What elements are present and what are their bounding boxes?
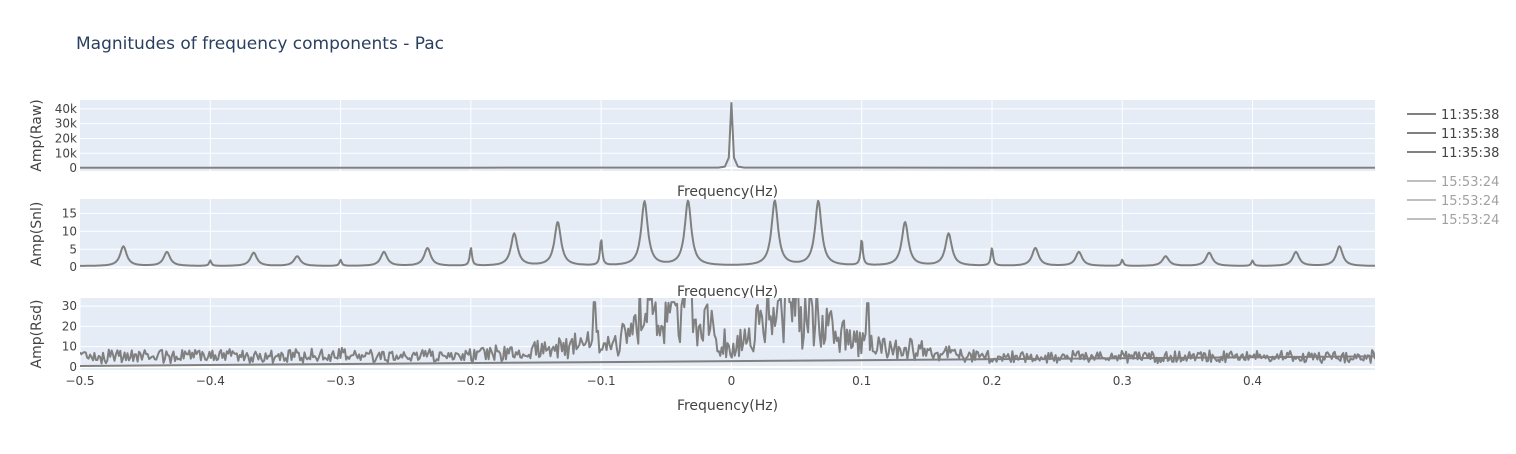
y-tick-label: 15	[62, 206, 77, 220]
y-axis-label: Amp(Raw)	[29, 99, 45, 171]
y-tick-label: 20	[62, 319, 77, 333]
legend-item[interactable]: 11:35:38	[1407, 108, 1499, 123]
series-line	[80, 199, 1375, 267]
subplot-snl: 0 5 10 15 Amp(Snl) Frequency(Hz)	[29, 199, 1375, 300]
y-axis-label: Amp(Snl)	[29, 202, 45, 267]
y-tick-label: 10k	[55, 146, 77, 160]
y-tick-label: 0	[69, 360, 77, 374]
y-tick-label: 40k	[55, 102, 77, 116]
x-tick-label: −0.5	[65, 374, 94, 388]
y-tick-label: 20k	[55, 131, 77, 145]
legend-item[interactable]: 15:53:24	[1407, 213, 1499, 228]
y-axis-label: Amp(Rsd)	[29, 300, 45, 369]
plot-area	[80, 199, 1375, 269]
x-tick-label: −0.4	[196, 374, 225, 388]
legend-item[interactable]: 15:53:24	[1407, 194, 1499, 209]
x-tick-label: 0.1	[852, 374, 871, 388]
x-tick-label: −0.3	[326, 374, 355, 388]
x-axis-label: Frequency(Hz)	[677, 184, 778, 200]
gridlines	[80, 199, 1375, 269]
x-tick-label: −0.2	[456, 374, 485, 388]
trend-line	[80, 355, 1375, 367]
legend-label: 15:53:24	[1441, 175, 1499, 190]
x-axis-label: Frequency(Hz)	[677, 284, 778, 300]
x-axis-label: Frequency(Hz)	[677, 398, 778, 414]
x-tick-label: 0.4	[1243, 374, 1262, 388]
legend-label: 15:53:24	[1441, 194, 1499, 209]
legend-label: 11:35:38	[1441, 146, 1499, 161]
legend-item[interactable]: 15:53:24	[1407, 175, 1499, 190]
chart-title: Magnitudes of frequency components - Pac	[76, 34, 444, 54]
series-line	[80, 102, 1375, 169]
x-tick-label: 0	[728, 374, 736, 388]
y-tick-label: 30k	[55, 117, 77, 131]
legend-label: 15:53:24	[1441, 213, 1499, 228]
y-tick-label: 5	[69, 242, 77, 256]
x-tick-label: −0.1	[587, 374, 616, 388]
legend[interactable]: 11:35:38 11:35:38 11:35:38 15:53:24 15:5…	[1407, 108, 1499, 228]
x-tick-label: 0.3	[1113, 374, 1132, 388]
legend-label: 11:35:38	[1441, 108, 1499, 123]
y-tick-label: 10	[62, 340, 77, 354]
legend-item[interactable]: 11:35:38	[1407, 146, 1499, 161]
legend-item[interactable]: 11:35:38	[1407, 127, 1499, 142]
x-tick-label: 0.2	[982, 374, 1001, 388]
y-tick-label: 0	[69, 260, 77, 274]
y-tick-label: 30	[62, 299, 77, 313]
y-tick-label: 10	[62, 224, 77, 238]
subplot-rsd: 0 10 20 30 −0.5 −0.4 −0.3 −0.2 −0.1 0 0.1 0.2 0.3 0.4…	[29, 298, 1375, 414]
y-tick-label: 0	[69, 161, 77, 175]
legend-label: 11:35:38	[1441, 127, 1499, 142]
